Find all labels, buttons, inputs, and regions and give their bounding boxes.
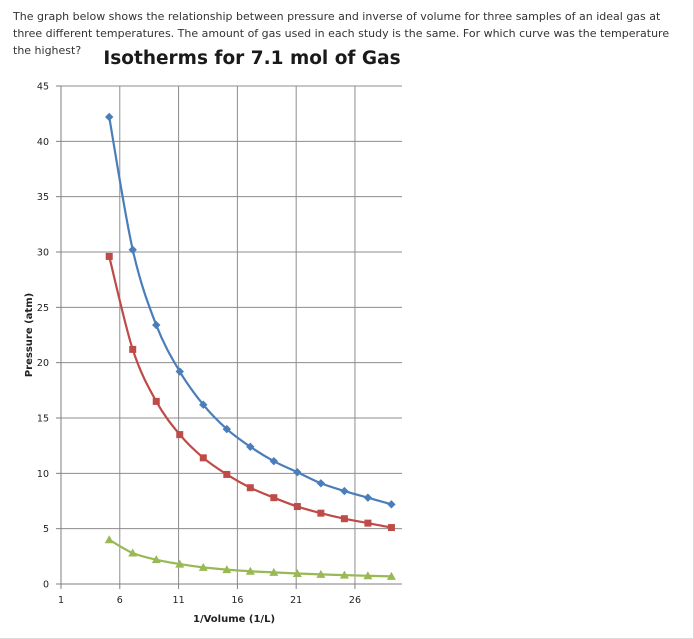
y-tick-labels: 0 5 10 15 20 25 30 35 40 45 [37, 82, 49, 591]
data-point [363, 571, 373, 580]
x-tick-label: 11 [173, 595, 185, 606]
x-tick-label: 16 [231, 595, 243, 606]
y-tick-label: 35 [37, 192, 49, 203]
data-point [222, 424, 231, 434]
chart-series [104, 112, 396, 580]
data-point [270, 494, 278, 502]
data-point [245, 566, 255, 575]
data-point [199, 400, 208, 409]
data-point [175, 367, 184, 376]
series-1 [105, 112, 396, 509]
y-tick-label: 45 [37, 82, 49, 93]
data-point [340, 486, 349, 496]
data-point [269, 456, 279, 466]
y-tick-label: 25 [37, 303, 49, 314]
data-point [128, 245, 137, 254]
data-point [387, 500, 396, 509]
chart-title: Isotherms for 7.1 mol of Gas [103, 48, 400, 69]
chart-grid [61, 85, 402, 584]
data-point [104, 535, 114, 544]
data-point [105, 252, 113, 260]
y-tick-label: 5 [43, 524, 49, 535]
data-point [292, 568, 302, 577]
data-point [339, 570, 349, 579]
data-point [222, 565, 232, 574]
data-point [128, 548, 138, 557]
data-point [223, 470, 231, 478]
data-point [387, 524, 395, 532]
data-point [198, 562, 208, 571]
data-point [386, 571, 396, 580]
x-tick-label: 6 [117, 595, 123, 606]
data-point [152, 320, 161, 330]
data-point [340, 515, 348, 523]
data-point [363, 493, 373, 502]
data-point [269, 567, 279, 576]
data-point [151, 555, 161, 564]
y-tick-label: 20 [37, 358, 49, 369]
data-point [176, 431, 184, 439]
data-point [317, 509, 325, 517]
data-point [246, 484, 254, 492]
data-point [293, 468, 302, 477]
series-2 [105, 252, 395, 532]
y-tick-label: 10 [37, 469, 49, 480]
x-tick-labels: 1 6 11 16 21 26 [58, 595, 361, 606]
data-point [105, 112, 114, 122]
data-point [316, 479, 326, 488]
series-3 [104, 535, 396, 580]
question-text: The graph below shows the relationship b… [13, 10, 670, 57]
data-point [364, 519, 372, 527]
chart-axes [56, 85, 402, 589]
data-point [246, 442, 255, 451]
x-tick-label: 21 [290, 595, 302, 606]
y-tick-label: 30 [37, 248, 49, 259]
data-point [129, 345, 137, 353]
x-tick-label: 26 [349, 595, 361, 606]
data-point [152, 397, 160, 405]
data-point [293, 503, 301, 511]
data-point [175, 559, 185, 568]
x-axis-label: 1/Volume (1/L) [193, 614, 275, 625]
data-point [199, 454, 207, 462]
y-axis-label: Pressure (atm) [24, 293, 35, 377]
y-tick-label: 15 [37, 414, 49, 425]
x-tick-label: 1 [58, 595, 64, 606]
data-point [316, 569, 326, 578]
y-tick-label: 0 [43, 580, 49, 591]
y-tick-label: 40 [37, 137, 49, 148]
